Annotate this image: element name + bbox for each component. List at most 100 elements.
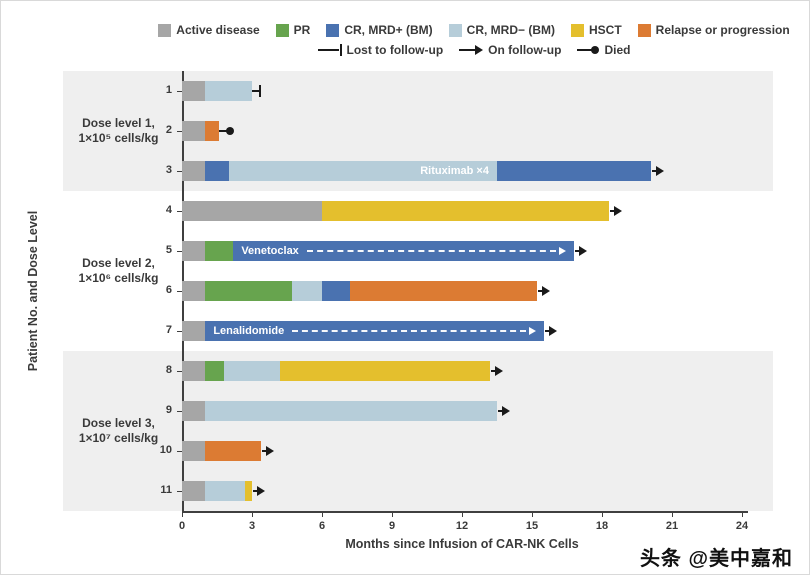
bar-segment-active: [182, 241, 206, 261]
y-tick-patient-3: [177, 170, 182, 172]
bar-segment-crneg: [224, 361, 280, 381]
ongoing-therapy-dash: [306, 250, 556, 252]
x-tick-label-6: 6: [318, 520, 326, 532]
bar-segment-crpos: [497, 161, 651, 181]
bar-segment-crneg: [205, 401, 497, 421]
on-follow-up-line: [652, 170, 656, 172]
legend-item-crneg: CR, MRD− (BM): [448, 23, 555, 37]
dose-level-line1: Dose level 3,: [82, 416, 155, 430]
y-axis-title: Patient No. and Dose Level: [26, 210, 40, 372]
x-tick-24: [741, 511, 743, 517]
x-tick-15: [531, 511, 533, 517]
on-follow-up-arrow-icon: [266, 446, 275, 456]
x-tick-label-24: 24: [735, 520, 749, 532]
dose-level-line1: Dose level 1,: [82, 116, 155, 130]
died-line: [219, 130, 229, 132]
y-tick-patient-5: [177, 250, 182, 252]
x-tick-6: [321, 511, 323, 517]
on-follow-up-arrow-icon: [257, 486, 265, 496]
legend-label-crneg: CR, MRD− (BM): [466, 23, 555, 37]
y-tick-patient-11: [177, 490, 182, 492]
lost-marker-icon: [317, 44, 342, 56]
legend-swatch-crpos: [326, 23, 340, 37]
bar-segment-active: [182, 121, 206, 141]
legend-swatch-hsct: [571, 23, 584, 37]
legend: Active disease PR CR, MRD+ (BM) CR, MRD− (B…: [151, 23, 797, 57]
bar-segment-active: [182, 201, 322, 221]
dose-level-line2: 1×10⁶ cells/kg: [78, 271, 159, 285]
bar-segment-active: [182, 481, 206, 501]
died-marker-icon: [577, 44, 600, 56]
patient-number-9: 9: [165, 404, 172, 416]
lost-follow-up-cap-icon: [259, 85, 262, 97]
on-follow-up-line: [498, 410, 502, 412]
on-follow-up-line: [537, 290, 542, 292]
x-tick-3: [251, 511, 253, 517]
legend-swatch-active: [158, 23, 172, 37]
bar-segment-relapse: [350, 281, 537, 301]
bar-segment-crpos: [205, 161, 229, 181]
legend-label-hsct: HSCT: [589, 23, 622, 37]
dose-level-label-1: Dose level 1, 1×10⁵ cells/kg: [63, 116, 174, 146]
bar-segment-hsct: [322, 201, 609, 221]
legend-item-active: Active disease: [158, 23, 260, 37]
dose-level-line1: Dose level 2,: [82, 256, 155, 270]
x-tick-9: [391, 511, 393, 517]
dose-level-label-3: Dose level 3, 1×10⁷ cells/kg: [63, 416, 174, 446]
bar-segment-hsct: [280, 361, 490, 381]
on-follow-up-arrow-icon: [656, 166, 664, 176]
patient-number-11: 11: [160, 484, 172, 496]
legend-item-arrow: On follow-up: [459, 43, 561, 57]
legend-markers-row: Lost to follow-up On follow-up Died: [317, 43, 630, 57]
dose-level-label-2: Dose level 2, 1×10⁶ cells/kg: [63, 256, 174, 286]
bar-segment-relapse: [205, 441, 262, 461]
bar-segment-active: [182, 81, 206, 101]
x-tick-label-12: 12: [455, 520, 469, 532]
dose-level-line2: 1×10⁷ cells/kg: [78, 431, 159, 445]
legend-label-relapse: Relapse or progression: [655, 23, 790, 37]
legend-label-lost: Lost to follow-up: [346, 43, 444, 57]
x-tick-label-15: 15: [525, 520, 539, 532]
bar-segment-crneg: [205, 481, 245, 501]
bar-segment-hsct: [245, 481, 252, 501]
x-axis-title: Months since Infusion of CAR-NK Cells: [345, 537, 579, 551]
bar-segment-active: [182, 441, 206, 461]
on-follow-up-arrow-icon: [541, 286, 550, 296]
y-tick-patient-8: [177, 370, 182, 372]
on-follow-up-line: [575, 250, 579, 252]
y-tick-patient-9: [177, 410, 182, 412]
y-tick-patient-1: [177, 90, 182, 92]
bar-segment-crneg: Rituximab ×4: [228, 161, 497, 181]
bar-segment-active: [182, 321, 206, 341]
patient-number-1: 1: [165, 84, 172, 96]
bar-annotation: Lenalidomide: [213, 325, 285, 337]
x-tick-label-0: 0: [178, 520, 186, 532]
bar-segment-active: [182, 401, 206, 421]
legend-item-crpos: CR, MRD+ (BM): [326, 23, 433, 37]
arrow-marker-icon: [459, 44, 484, 56]
on-follow-up-line: [253, 490, 257, 492]
bar-segment-pr: [205, 281, 292, 301]
y-tick-patient-6: [177, 290, 182, 292]
on-follow-up-line: [610, 210, 614, 212]
legend-states-row: Active disease PR CR, MRD+ (BM) CR, MRD− (B…: [158, 23, 790, 37]
legend-label-crpos: CR, MRD+ (BM): [344, 23, 433, 37]
legend-swatch-crneg: [448, 23, 462, 37]
x-tick-label-18: 18: [595, 520, 609, 532]
patient-number-8: 8: [165, 364, 172, 376]
bar-segment-crneg: [291, 281, 322, 301]
patient-number-10: 10: [159, 444, 172, 456]
bar-segment-relapse: [205, 121, 220, 141]
bar-segment-active: [182, 361, 206, 381]
patient-number-3: 3: [165, 164, 172, 176]
legend-label-arrow: On follow-up: [488, 43, 562, 57]
x-tick-0: [181, 511, 183, 517]
legend-item-hsct: HSCT: [571, 23, 622, 37]
bar-segment-pr: [205, 361, 224, 381]
y-tick-patient-4: [177, 210, 182, 212]
legend-item-lost: Lost to follow-up: [317, 43, 444, 57]
bar-segment-active: [182, 161, 206, 181]
legend-swatch-relapse: [637, 23, 651, 37]
x-tick-label-3: 3: [248, 520, 256, 532]
x-tick-21: [671, 511, 673, 517]
